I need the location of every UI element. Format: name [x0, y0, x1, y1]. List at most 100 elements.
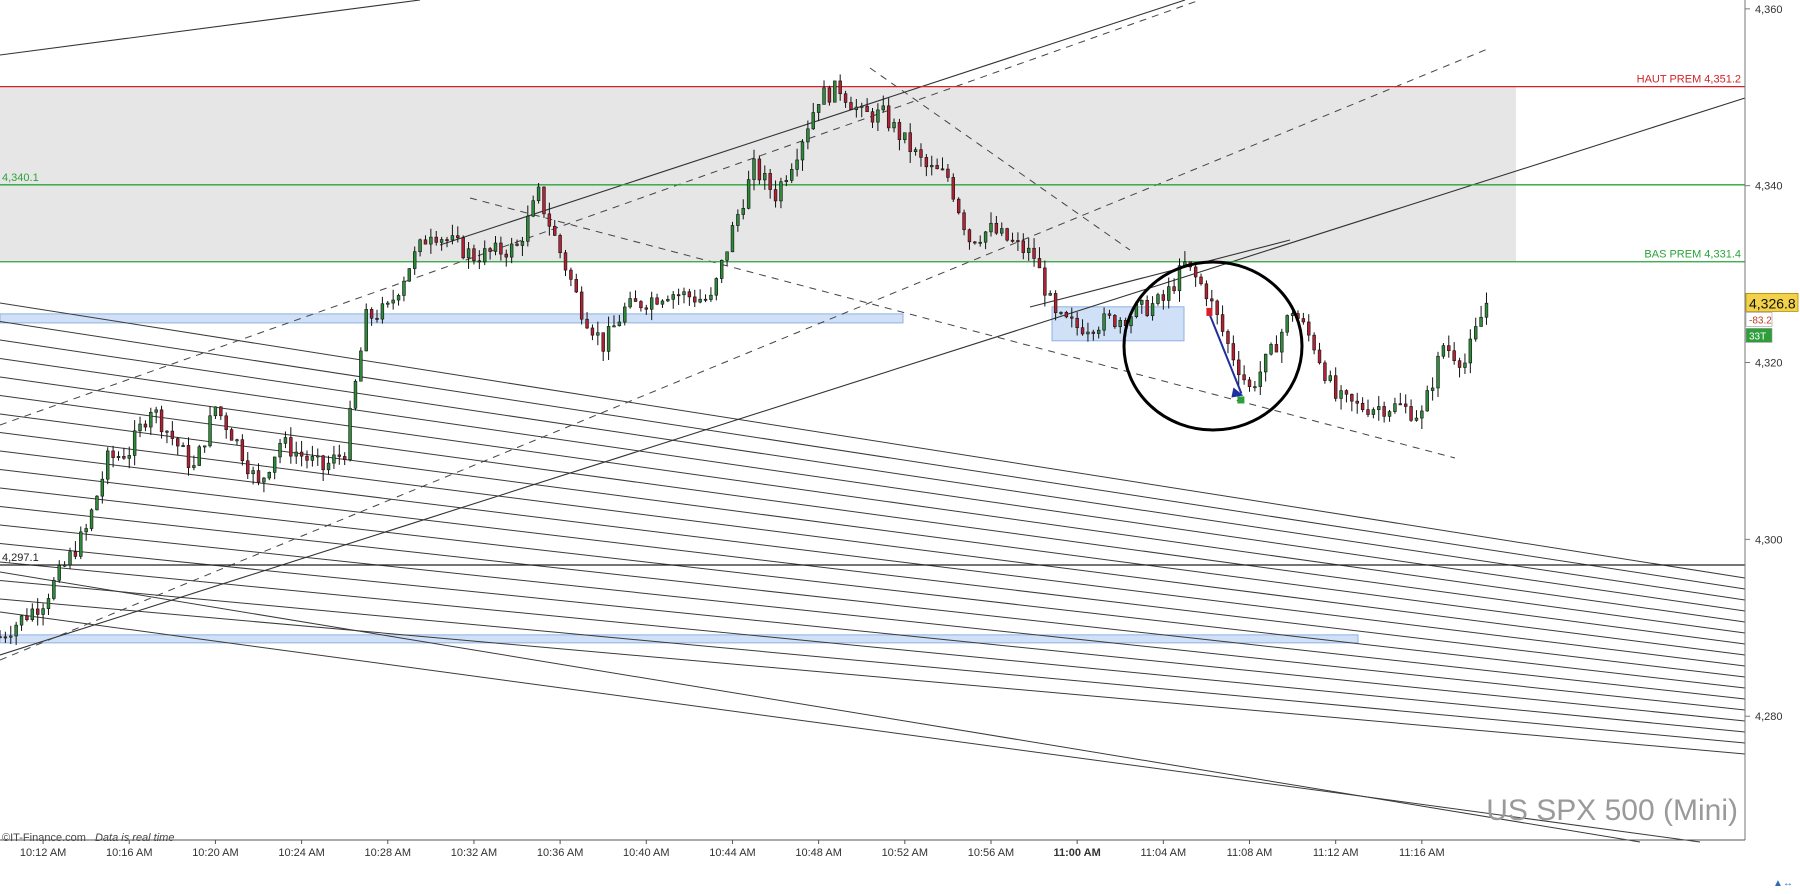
- trendline-fan: [0, 302, 1746, 843]
- candle-body: [811, 112, 815, 130]
- fan-line: [0, 376, 1746, 623]
- candle-body: [994, 222, 999, 234]
- candle-body: [499, 242, 503, 255]
- candle-body: [14, 624, 18, 637]
- candle-body: [332, 454, 336, 464]
- candle-body: [579, 291, 584, 320]
- support-box: [0, 634, 1359, 644]
- arrow-head: [1231, 387, 1244, 398]
- candle-body: [903, 132, 907, 141]
- candle-body: [822, 87, 826, 105]
- candle-body: [983, 231, 988, 243]
- candle-body: [456, 235, 460, 239]
- candle-body: [89, 509, 94, 529]
- candle-body: [698, 298, 702, 303]
- candle-body: [1430, 387, 1435, 391]
- candle-body: [1091, 331, 1096, 334]
- candle-body: [1140, 299, 1144, 305]
- candle-body: [262, 477, 266, 483]
- fan-line: [0, 358, 1746, 612]
- candle-body: [84, 528, 88, 533]
- candle-body: [1053, 293, 1058, 314]
- candle-body: [1107, 313, 1112, 316]
- candle-body: [337, 454, 342, 457]
- candle-body: [714, 278, 719, 296]
- candle-body: [763, 173, 767, 181]
- level-label: HAUT PREM 4,351.2: [1637, 74, 1741, 86]
- level-label: 4,340.1: [2, 172, 39, 184]
- candle-body: [477, 260, 482, 263]
- x-tick-label: 10:48 AM: [795, 847, 841, 859]
- candle-body: [1220, 314, 1225, 332]
- candle-body: [956, 198, 961, 214]
- candle-body: [1064, 312, 1069, 318]
- candle-body: [886, 105, 891, 129]
- candle-body: [1463, 362, 1467, 368]
- candle-body: [386, 302, 390, 305]
- candle-body: [1290, 313, 1295, 316]
- candle-body: [1312, 334, 1316, 351]
- candle-body: [170, 430, 175, 439]
- candle-body: [165, 430, 169, 433]
- fan-line: [0, 598, 1746, 755]
- candle-body: [1323, 362, 1327, 381]
- x-tick-label: 10:28 AM: [365, 847, 411, 859]
- candle-body: [1425, 390, 1429, 412]
- candle-body: [596, 332, 600, 336]
- candle-body: [461, 237, 465, 259]
- y-tick-label: 4,360: [1755, 4, 1783, 16]
- candle-body: [1010, 239, 1015, 242]
- candle-body: [1307, 321, 1311, 336]
- candle-body: [639, 301, 643, 309]
- candle-body: [483, 248, 487, 263]
- candle-body: [989, 222, 993, 233]
- candle-body: [1269, 344, 1273, 355]
- candle-body: [606, 326, 611, 352]
- candle-body: [779, 181, 783, 202]
- instrument-title: US SPX 500 (Mini): [1486, 794, 1738, 827]
- candle-body: [348, 407, 352, 460]
- candle-body: [1479, 316, 1483, 327]
- settings-icon[interactable]: ▲↔: [1773, 878, 1793, 889]
- entry-marker: [1206, 307, 1213, 316]
- candle-body: [272, 456, 277, 473]
- candle-body: [574, 279, 578, 293]
- candle-body: [176, 438, 180, 447]
- level-label: 4,297.1: [2, 552, 39, 564]
- candle-body: [806, 128, 810, 143]
- candle-body: [908, 132, 912, 153]
- fan-line: [0, 321, 1746, 590]
- candle-body: [197, 446, 201, 466]
- candle-body: [833, 80, 837, 103]
- candle-body: [569, 269, 573, 280]
- x-tick-label: 11:16 AM: [1399, 847, 1445, 859]
- candle-body: [962, 212, 966, 231]
- candle-body: [1403, 403, 1408, 407]
- side-tag-box: [1745, 312, 1773, 327]
- side-tag-label: -83.2: [1749, 315, 1772, 326]
- y-tick-label: 4,340: [1755, 181, 1783, 193]
- candle-body: [865, 105, 869, 113]
- side-tag-label: 33T: [1749, 331, 1766, 342]
- candle-body: [326, 462, 331, 471]
- candle-body: [1037, 258, 1042, 269]
- candle-body: [429, 236, 433, 245]
- candle-body: [9, 635, 13, 638]
- candle-body: [1059, 312, 1063, 314]
- candle-body: [1344, 390, 1349, 395]
- candle-body: [224, 415, 228, 430]
- candle-body: [1016, 240, 1020, 242]
- candle-body: [1075, 317, 1079, 329]
- y-tick-label: 4,280: [1755, 711, 1783, 723]
- data-credit: ©IT-Finance.com Data is real time: [2, 832, 174, 844]
- candle-body: [299, 451, 304, 457]
- candle-body: [1474, 326, 1478, 340]
- candle-body: [353, 380, 358, 409]
- candle-body: [316, 455, 320, 458]
- candle-body: [1215, 300, 1219, 315]
- candle-body: [240, 439, 245, 462]
- candle-body: [364, 309, 368, 352]
- fan-line: [0, 611, 1701, 843]
